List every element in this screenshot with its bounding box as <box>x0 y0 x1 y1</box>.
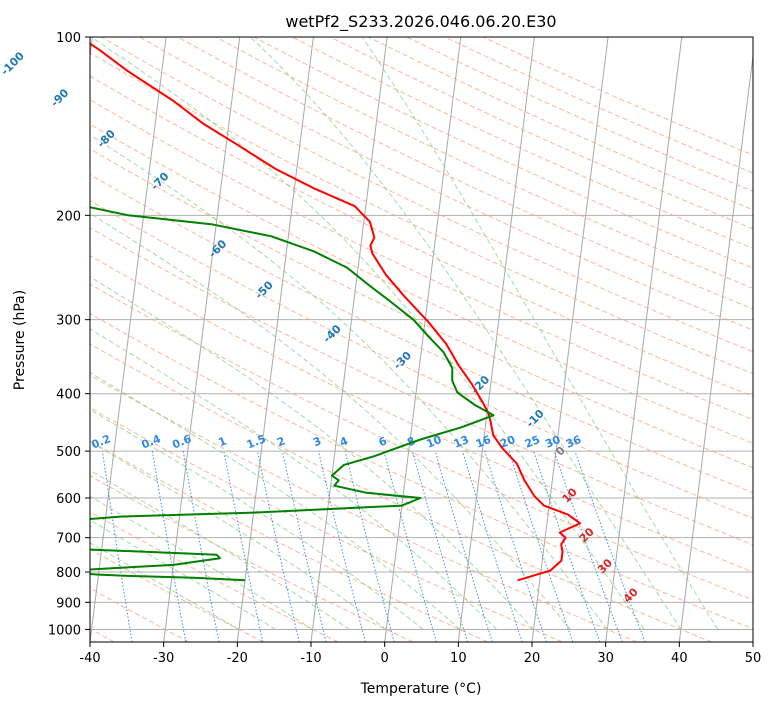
moist-adiabat-line <box>90 212 571 630</box>
dry-adiabat-line <box>90 200 753 519</box>
x-tick-label: -20 <box>227 651 248 666</box>
mixing-ratio-label: 20 <box>498 433 517 451</box>
dewpoint-line <box>90 206 495 582</box>
mixing-ratio-line <box>484 450 547 642</box>
dry-adiabat-line <box>90 123 753 444</box>
x-tick-label: 0 <box>381 651 389 666</box>
x-axis: -40 -30 -20 -10 0 10 20 30 40 50 <box>79 642 761 666</box>
dry-adiabat-line <box>90 312 753 630</box>
dry-adiabat-line <box>90 548 264 642</box>
dry-adiabat-line <box>90 475 414 642</box>
moist-adiabat-line <box>90 408 424 630</box>
y-tick-label: 800 <box>56 566 81 581</box>
chart-title: wetPf2_S233.2026.046.06.20.E30 <box>285 12 556 32</box>
plot-frame <box>89 36 754 643</box>
y-tick-label: 100 <box>56 31 81 46</box>
x-tick-label: -40 <box>79 651 100 666</box>
mixing-ratio-label: 13 <box>452 433 471 451</box>
moist-adiabat-line <box>90 134 608 630</box>
x-tick-label: 10 <box>450 651 467 666</box>
dry-adiabat-line <box>90 173 753 494</box>
x-tick-label: -30 <box>153 651 174 666</box>
mixing-ratio-line <box>344 450 395 642</box>
mixing-ratio-label: 2 <box>275 434 287 449</box>
moist-adiabat-line <box>90 37 645 630</box>
moist-adiabat-line <box>90 276 534 630</box>
y-tick-label: 900 <box>56 596 81 611</box>
dry-adiabat-line <box>90 407 563 642</box>
profile-lines <box>90 42 582 582</box>
moist-adiabat-line <box>90 328 498 630</box>
mixing-ratio-label: 1 <box>217 434 229 449</box>
dry-adiabat-line <box>90 587 190 642</box>
moist-adiabat-line <box>90 519 276 630</box>
isotherm-line <box>384 37 462 642</box>
mixing-ratio-line <box>553 450 623 642</box>
y-tick-label: 1000 <box>48 623 81 638</box>
mixing-ratio-line <box>533 450 601 642</box>
x-tick-label: 40 <box>671 651 688 666</box>
y-tick-label: 300 <box>56 314 81 329</box>
mixing-ratio-label: 16 <box>474 433 493 451</box>
isotherm-line <box>90 37 167 642</box>
x-tick-label: 30 <box>597 651 614 666</box>
isotherm-line <box>678 52 753 642</box>
plot-background <box>90 37 753 642</box>
x-tick-label: -10 <box>300 651 321 666</box>
temperature-line <box>90 42 582 582</box>
y-tick-label: 700 <box>56 532 81 547</box>
moist-adiabat-line <box>90 371 461 630</box>
isotherm-line <box>236 37 314 642</box>
moist-adiabat-line <box>249 37 682 630</box>
mixing-ratio-label: 30 <box>543 433 562 451</box>
dry-adiabat-line <box>177 37 753 310</box>
mixing-ratio-line <box>318 450 366 642</box>
mixing-ratio-line <box>223 451 264 642</box>
isotherm-line <box>457 37 535 642</box>
mixing-ratio-line <box>412 450 468 642</box>
y-tick-label: 400 <box>56 388 81 403</box>
dry-adiabat-line <box>90 148 753 469</box>
mixing-ratio-line <box>281 450 327 642</box>
mixing-ratio-label: 36 <box>564 433 583 451</box>
mixing-ratio-line <box>462 450 523 642</box>
moist-adiabat-line <box>90 441 387 630</box>
moist-adiabat-line <box>90 469 350 630</box>
x-tick-label: 50 <box>745 651 762 666</box>
mixing-ratio-line <box>508 450 574 642</box>
mixing-ratio-line <box>257 451 300 642</box>
background-lines <box>90 37 753 642</box>
dry-adiabat-line <box>139 37 753 331</box>
moist-adiabat-line <box>361 37 719 630</box>
mixing-ratio-label: 25 <box>523 433 542 451</box>
dry-adiabat-line <box>90 227 753 546</box>
x-axis-label: Temperature (°C) <box>360 681 482 697</box>
y-tick-label: 200 <box>56 209 81 224</box>
x-tick-label: 20 <box>524 651 541 666</box>
mixing-ratio-line <box>383 450 437 642</box>
dry-adiabat-line <box>90 440 488 642</box>
y-axis-label: Pressure (hPa) <box>12 290 28 390</box>
y-tick-label: 500 <box>56 445 81 460</box>
mixing-ratio-line <box>434 450 493 642</box>
y-axis: 1000 900 800 700 600 500 400 300 200 100 <box>48 31 90 638</box>
mixing-ratio-line <box>574 450 646 642</box>
y-tick-label: 600 <box>56 492 81 507</box>
mixing-ratio-label: 3 <box>311 434 323 449</box>
isotherm-line <box>531 37 609 642</box>
dry-adiabat-line <box>90 374 638 642</box>
dry-adiabat-line <box>215 37 753 289</box>
